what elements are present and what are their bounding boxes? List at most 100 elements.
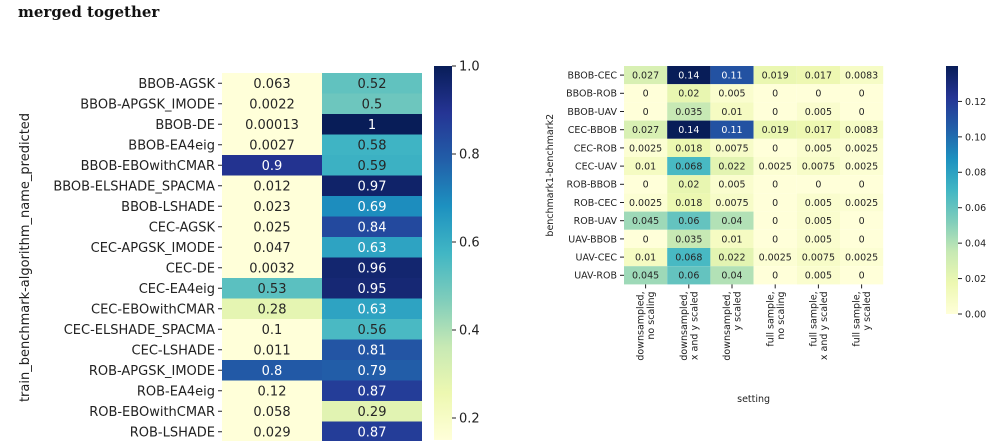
cell-value-label: 0.28 — [258, 302, 287, 317]
heatmap-cell — [222, 155, 322, 176]
cell-value-label: 0.52 — [358, 77, 387, 92]
heatmap-cell — [222, 134, 322, 155]
cell-value-label: 0.79 — [358, 364, 387, 379]
heatmap-cell — [710, 266, 754, 285]
colorbar-tick-label: 0.04 — [965, 239, 986, 250]
heatmap-cell — [753, 266, 797, 285]
cell-value-label: 0.0025 — [629, 198, 662, 209]
heatmap-cell — [667, 229, 711, 248]
colorbar-gradient — [946, 66, 958, 314]
row-tick-label: BBOB-CEC — [567, 71, 617, 82]
heatmap-cell — [322, 73, 422, 94]
colorbar-gradient — [434, 66, 452, 440]
cell-value-label: 0 — [772, 107, 778, 118]
colorbar-tick-label: 0.12 — [965, 97, 986, 108]
cell-value-label: 0.87 — [358, 425, 387, 440]
figure-caption: merged together — [18, 3, 160, 21]
heatmap-cell — [322, 237, 422, 258]
heatmap-cell — [753, 84, 797, 103]
cell-value-label: 0.012 — [253, 179, 290, 194]
heatmap-cell — [667, 193, 711, 212]
heatmap-cell — [222, 175, 322, 196]
colorbar-tick-label: 0.00 — [965, 309, 986, 320]
cell-value-label: 0.0025 — [759, 253, 792, 264]
heatmap-cell — [222, 339, 322, 360]
cell-value-label: 0.06 — [678, 216, 699, 227]
heatmap-cell — [667, 138, 711, 157]
cell-value-label: 0.005 — [718, 180, 745, 191]
cell-value-label: 0.0032 — [249, 261, 295, 276]
cell-value-label: 0.97 — [358, 179, 387, 194]
row-tick-label: ROB-CEC — [574, 198, 618, 209]
row-tick-label: ROB-BBOB — [566, 180, 617, 191]
cell-value-label: 0.00013 — [245, 118, 299, 133]
cell-value-label: 0.1 — [262, 323, 283, 338]
cell-value-label: 0.019 — [762, 71, 789, 82]
cell-value-label: 0.018 — [675, 143, 702, 154]
heatmap-cell — [222, 360, 322, 381]
heatmap-cell — [753, 175, 797, 194]
heatmap-cell — [710, 248, 754, 267]
cell-value-label: 0.8 — [262, 364, 283, 379]
heatmap-cell — [710, 175, 754, 194]
cell-value-label: 0.14 — [678, 71, 699, 82]
right-heatmap: 0.027 0.14 0.11 0.019 0.017 0.0083 0 0.02 0.005 0… — [545, 66, 884, 405]
cell-value-label: 0 — [859, 107, 865, 118]
heatmap-cell — [222, 237, 322, 258]
cell-value-label: 0.068 — [675, 253, 702, 264]
heatmap-cell — [796, 193, 840, 212]
cell-value-label: 0.0025 — [845, 162, 878, 173]
row-tick-label: BBOB-DE — [155, 118, 215, 133]
heatmap-cell — [322, 298, 422, 319]
cell-value-label: 0.11 — [721, 125, 742, 136]
heatmap-cell — [322, 114, 422, 135]
row-tick-label: BBOB-EBOwithCMAR — [81, 159, 215, 174]
cell-value-label: 0.0025 — [845, 253, 878, 264]
row-tick-label: ROB-LSHADE — [130, 425, 215, 440]
cell-value-label: 0.56 — [358, 323, 387, 338]
cell-value-label: 0.01 — [721, 107, 742, 118]
cell-value-label: 0.025 — [253, 220, 290, 235]
heatmap-cell — [322, 93, 422, 114]
heatmap-cell — [624, 157, 668, 176]
cell-value-label: 0 — [815, 180, 821, 191]
heatmap-cell — [222, 257, 322, 278]
cell-value-label: 0.017 — [805, 125, 832, 136]
heatmap-cell — [840, 120, 884, 139]
cell-value-label: 0.0025 — [845, 143, 878, 154]
heatmap-cell — [667, 102, 711, 121]
row-tick-label: CEC-UAV — [575, 162, 618, 173]
cell-value-label: 0 — [859, 89, 865, 100]
cell-value-label: 0.01 — [635, 253, 656, 264]
cell-value-label: 0.0083 — [845, 71, 878, 82]
heatmap-cell — [796, 211, 840, 230]
cell-value-label: 0.0022 — [249, 97, 295, 112]
colorbar-tick-label: 0.6 — [459, 236, 480, 251]
heatmap-cell — [753, 193, 797, 212]
cell-value-label: 0 — [772, 89, 778, 100]
heatmap-cell — [840, 248, 884, 267]
heatmap-cell — [840, 229, 884, 248]
row-tick-label: CEC-BBOB — [568, 125, 617, 136]
heatmap-cell — [222, 380, 322, 401]
cell-value-label: 0.14 — [678, 125, 699, 136]
heatmap-cell — [222, 93, 322, 114]
heatmap-cell — [667, 84, 711, 103]
cell-value-label: 0.0025 — [629, 143, 662, 154]
colorbar-tick-label: 0.02 — [965, 274, 986, 285]
heatmap-cell — [222, 298, 322, 319]
cell-value-label: 0.045 — [632, 216, 659, 227]
column-tick-label: full sample,no scaling — [765, 291, 787, 346]
colorbar-tick-label: 0.4 — [459, 324, 480, 339]
cell-value-label: 1 — [368, 118, 376, 133]
heatmap-cell — [624, 66, 668, 85]
heatmap-cell — [624, 229, 668, 248]
cell-value-label: 0 — [643, 180, 649, 191]
cell-value-label: 0.81 — [358, 343, 387, 358]
row-tick-label: CEC-ELSHADE_SPACMA — [64, 323, 215, 338]
heatmap-cell — [796, 84, 840, 103]
heatmap-cell — [667, 248, 711, 267]
column-tick-label: full sample,x and y scaled — [808, 291, 830, 360]
cell-value-label: 0 — [815, 89, 821, 100]
cell-value-label: 0.02 — [678, 180, 699, 191]
